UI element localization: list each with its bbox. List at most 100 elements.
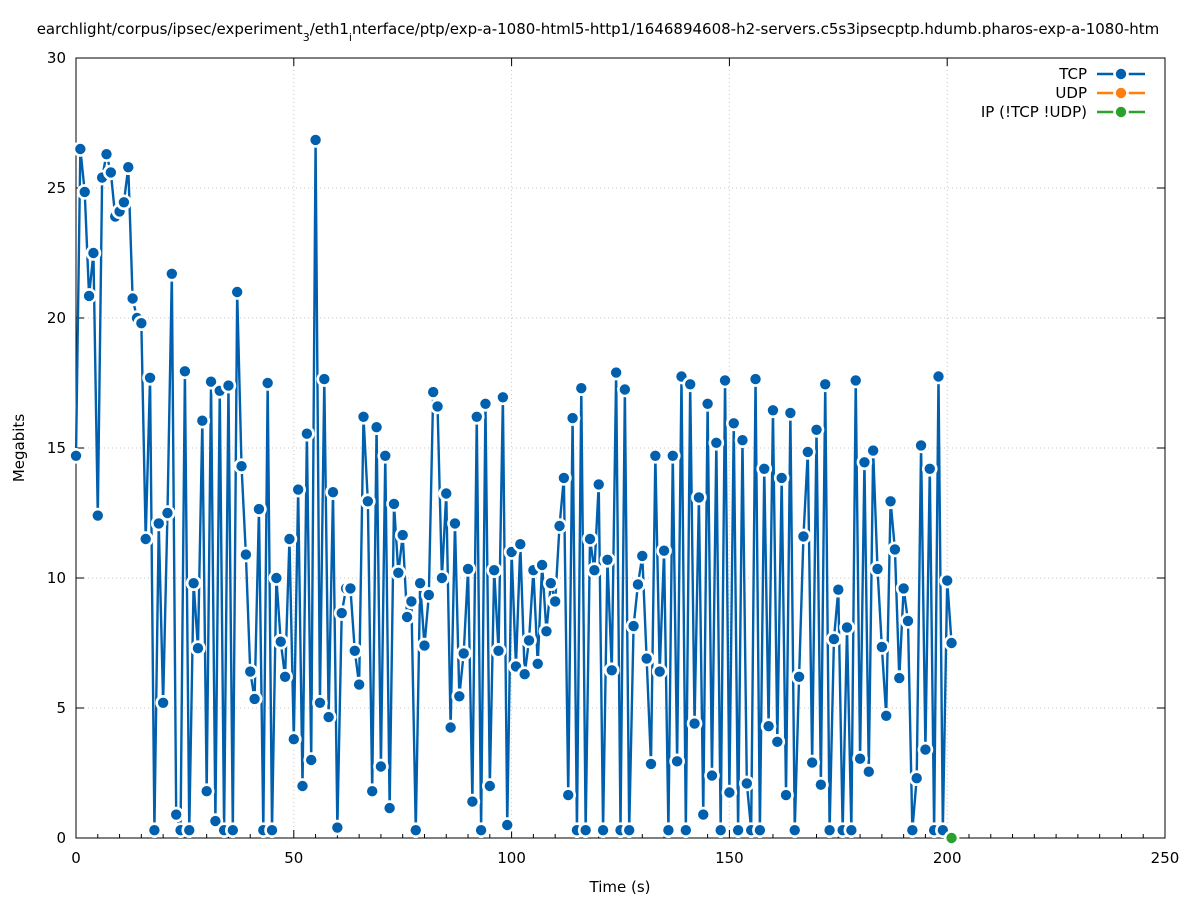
data-point: [860, 763, 877, 780]
series-layer: [68, 132, 960, 846]
data-point: [908, 770, 925, 787]
data-point: [529, 655, 546, 672]
data-point: [791, 668, 807, 685]
data-point: [556, 470, 572, 486]
data-point: [691, 489, 707, 506]
data-point: [137, 531, 154, 547]
y-tick-label: 5: [56, 699, 66, 717]
data-point: [760, 718, 777, 735]
series-0: [68, 132, 960, 839]
data-point: [664, 447, 681, 464]
data-point: [81, 288, 97, 304]
data-point: [617, 381, 633, 398]
data-point: [150, 515, 167, 532]
data-point: [355, 408, 372, 425]
x-axis-label: Time (s): [589, 878, 651, 896]
data-point: [329, 819, 346, 836]
data-point: [900, 613, 916, 629]
data-point: [333, 605, 350, 621]
y-tick-label: 0: [56, 829, 66, 847]
data-point: [551, 518, 568, 534]
data-point: [246, 691, 263, 707]
data-point: [442, 719, 459, 736]
data-point: [887, 541, 903, 558]
data-point: [817, 376, 834, 393]
data-point: [708, 434, 725, 451]
data-point: [621, 822, 638, 839]
data-point: [464, 793, 481, 810]
data-point: [847, 372, 864, 389]
data-point: [651, 663, 668, 680]
data-point: [756, 460, 773, 477]
data-point: [813, 776, 829, 793]
x-tick-label: 100: [497, 849, 526, 867]
data-point: [699, 395, 716, 412]
data-point: [455, 645, 472, 662]
data-point: [103, 164, 119, 181]
data-point: [72, 141, 89, 157]
series-2: [943, 830, 960, 846]
data-point: [394, 527, 411, 543]
data-point: [285, 731, 302, 748]
data-point: [643, 756, 659, 772]
data-point: [595, 822, 611, 839]
data-point: [194, 412, 211, 429]
data-point: [477, 395, 494, 412]
data-point: [120, 159, 137, 175]
data-point: [229, 284, 245, 300]
data-point: [634, 548, 651, 564]
data-point: [704, 767, 720, 784]
data-point: [939, 572, 956, 589]
data-point: [564, 410, 581, 426]
data-point: [769, 733, 786, 750]
data-point: [752, 822, 768, 839]
data-point: [804, 754, 820, 771]
data-point: [85, 245, 102, 261]
data-point: [538, 623, 555, 640]
data-point: [747, 371, 764, 387]
data-point: [468, 408, 485, 425]
data-point: [678, 822, 694, 839]
data-point: [438, 485, 455, 502]
data-point: [534, 557, 550, 573]
series-line: [74, 138, 953, 832]
data-point: [795, 528, 812, 545]
data-point: [603, 662, 620, 679]
data-point: [721, 784, 738, 801]
data-point: [647, 447, 664, 464]
data-point: [460, 561, 476, 577]
data-point: [429, 398, 446, 415]
data-point: [312, 694, 328, 711]
data-point: [730, 822, 746, 839]
data-point: [68, 447, 84, 464]
data-point: [377, 447, 394, 464]
data-point: [765, 402, 781, 419]
y-tick-label: 10: [47, 569, 66, 587]
data-point: [207, 813, 224, 829]
data-point: [782, 405, 799, 421]
axis-ticks: 0 5 10 15 20 25 30 0 50 100 150 200 250: [47, 49, 1179, 867]
data-point: [168, 806, 184, 823]
data-point: [76, 184, 93, 200]
data-point: [351, 676, 367, 693]
data-point: [852, 750, 868, 767]
data-point: [268, 570, 285, 586]
data-point: [233, 458, 250, 475]
data-point: [490, 642, 507, 659]
data-point: [181, 822, 198, 839]
data-point: [482, 778, 498, 794]
data-point: [608, 364, 624, 381]
y-tick-label: 25: [47, 179, 66, 197]
data-point: [346, 642, 363, 659]
y-tick-label: 20: [47, 309, 66, 327]
data-point: [425, 384, 441, 400]
data-point: [512, 536, 529, 553]
data-point: [739, 775, 755, 792]
data-point: [808, 421, 825, 438]
data-point: [434, 570, 450, 586]
data-point: [89, 507, 106, 524]
data-point: [242, 663, 259, 680]
data-point: [826, 631, 842, 647]
data-point: [390, 564, 407, 581]
data-point: [486, 562, 502, 579]
